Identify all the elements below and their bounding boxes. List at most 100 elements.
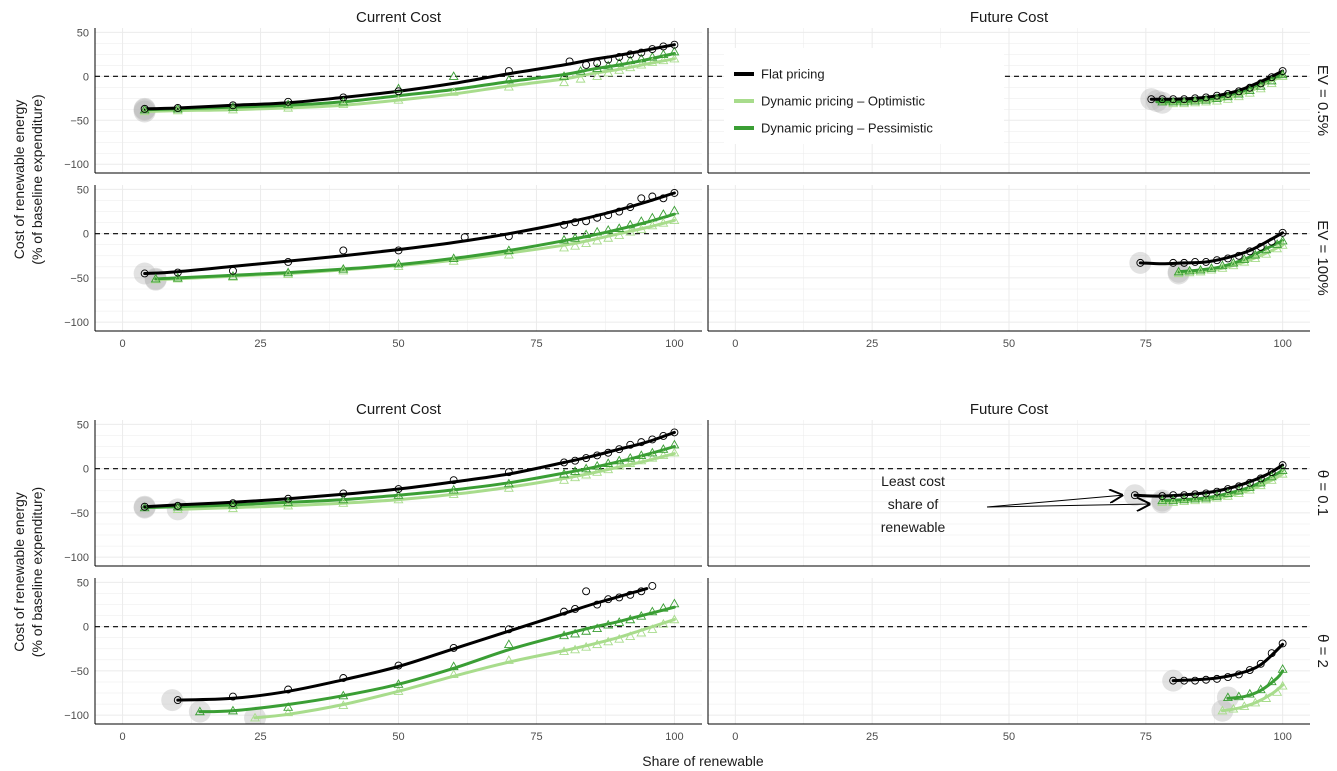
data-point-optimistic: [1217, 263, 1228, 272]
data-point-optimistic: [250, 712, 261, 722]
data-point-pessimistic: [603, 60, 614, 70]
data-point-flat: [615, 593, 624, 602]
data-point-pessimistic: [658, 49, 669, 58]
series-line-flat: [143, 191, 676, 275]
data-point-flat: [339, 246, 348, 255]
data-point-optimistic: [570, 240, 581, 250]
data-point-pessimistic: [1244, 482, 1255, 491]
y-tick-label: 50: [77, 577, 89, 589]
figure-1: Current Cost Future Cost EV = 0.5% EV = 100…: [11, 9, 1331, 350]
annotation-text: Least cost: [881, 473, 945, 489]
x-tick-label: 75: [1140, 731, 1152, 743]
x-tick-label: 25: [254, 731, 266, 743]
data-point-flat: [571, 605, 580, 613]
y-tick-label: 50: [77, 27, 89, 39]
data-point-pessimistic: [338, 690, 349, 700]
data-point-pessimistic: [283, 702, 294, 711]
panel-plot: [1140, 67, 1288, 114]
data-point-pessimistic: [625, 452, 636, 462]
column-title: Future Cost: [970, 9, 1049, 26]
data-point-optimistic: [393, 261, 404, 271]
data-point-pessimistic: [1179, 96, 1190, 106]
data-point-flat: [1223, 89, 1232, 98]
data-point-flat: [670, 40, 679, 49]
data-point-optimistic: [1222, 490, 1233, 500]
data-point-flat: [1180, 95, 1189, 104]
data-point-pessimistic: [194, 706, 205, 716]
data-point-flat: [1158, 95, 1167, 104]
data-point-optimistic: [393, 686, 404, 695]
data-point-pessimistic: [1168, 495, 1179, 505]
x-axis-title: Share of renewable: [642, 753, 764, 769]
data-point-optimistic: [669, 447, 680, 457]
data-point-optimistic: [283, 707, 294, 717]
data-point-pessimistic: [647, 212, 658, 222]
data-point-pessimistic: [1195, 264, 1206, 274]
least-cost-marker-optimistic: [244, 706, 267, 724]
data-point-flat: [670, 189, 679, 197]
data-point-pessimistic: [503, 74, 514, 84]
data-point-optimistic: [592, 71, 603, 80]
data-point-optimistic: [658, 217, 669, 227]
data-point-optimistic: [448, 489, 459, 498]
data-point-flat: [615, 445, 624, 454]
panel: 50 0 −50 −100: [64, 27, 702, 174]
data-point-pessimistic: [1239, 254, 1250, 263]
data-point-flat: [173, 104, 182, 112]
data-point-pessimistic: [669, 46, 680, 56]
data-point-pessimistic: [1277, 235, 1288, 245]
data-point-flat: [626, 590, 635, 599]
data-point-flat: [1256, 79, 1265, 88]
data-point-flat: [604, 448, 613, 457]
data-point-optimistic: [283, 269, 294, 278]
y-tick-label: −50: [70, 666, 89, 678]
data-point-pessimistic: [393, 679, 404, 688]
data-point-optimistic: [1277, 680, 1288, 690]
data-point-pessimistic: [1190, 493, 1201, 503]
data-point-pessimistic: [636, 610, 647, 620]
data-point-pessimistic: [592, 63, 603, 73]
data-point-flat: [1267, 468, 1276, 477]
x-tick-label: 0: [120, 338, 126, 350]
data-point-optimistic: [1168, 98, 1179, 108]
data-point-optimistic: [1173, 268, 1184, 278]
data-point-flat: [659, 431, 668, 440]
data-point-optimistic: [1211, 95, 1222, 105]
data-point-pessimistic: [172, 103, 183, 113]
data-point-pessimistic: [283, 99, 294, 109]
data-point-flat: [615, 53, 624, 61]
data-point-optimistic: [1228, 260, 1239, 270]
data-point-optimistic: [603, 464, 614, 474]
data-point-flat: [339, 674, 348, 682]
data-point-pessimistic: [559, 234, 570, 244]
data-point-pessimistic: [1233, 691, 1244, 701]
data-point-flat: [140, 502, 149, 511]
data-point-pessimistic: [1266, 676, 1277, 686]
data-point-flat: [284, 97, 293, 106]
data-point-pessimistic: [1244, 688, 1255, 698]
data-point-flat: [1234, 87, 1243, 96]
data-point-flat: [1267, 649, 1276, 658]
data-point-optimistic: [592, 467, 603, 476]
data-point-pessimistic: [172, 501, 183, 511]
legend-label-pessimistic: Dynamic pricing – Pessimistic: [761, 121, 933, 136]
data-point-optimistic: [1233, 91, 1244, 101]
data-point-flat: [504, 232, 513, 241]
data-point-flat: [339, 93, 348, 102]
data-point-pessimistic: [448, 661, 459, 671]
data-point-pessimistic: [503, 245, 514, 255]
data-point-flat: [1180, 258, 1189, 267]
data-point-optimistic: [1277, 71, 1288, 80]
data-point-pessimistic: [658, 444, 669, 453]
data-point-flat: [1202, 675, 1210, 684]
panel-plot: [1123, 461, 1288, 514]
data-point-optimistic: [1179, 496, 1190, 506]
data-point-pessimistic: [603, 458, 614, 467]
data-point-optimistic: [1190, 495, 1201, 505]
data-point-pessimistic: [575, 65, 586, 75]
data-point-optimistic: [559, 242, 570, 252]
data-point-flat: [284, 494, 293, 503]
data-point-pessimistic: [1255, 80, 1266, 90]
data-point-pessimistic: [1233, 88, 1244, 98]
panel: 50 0 −50 −100: [64, 419, 702, 567]
